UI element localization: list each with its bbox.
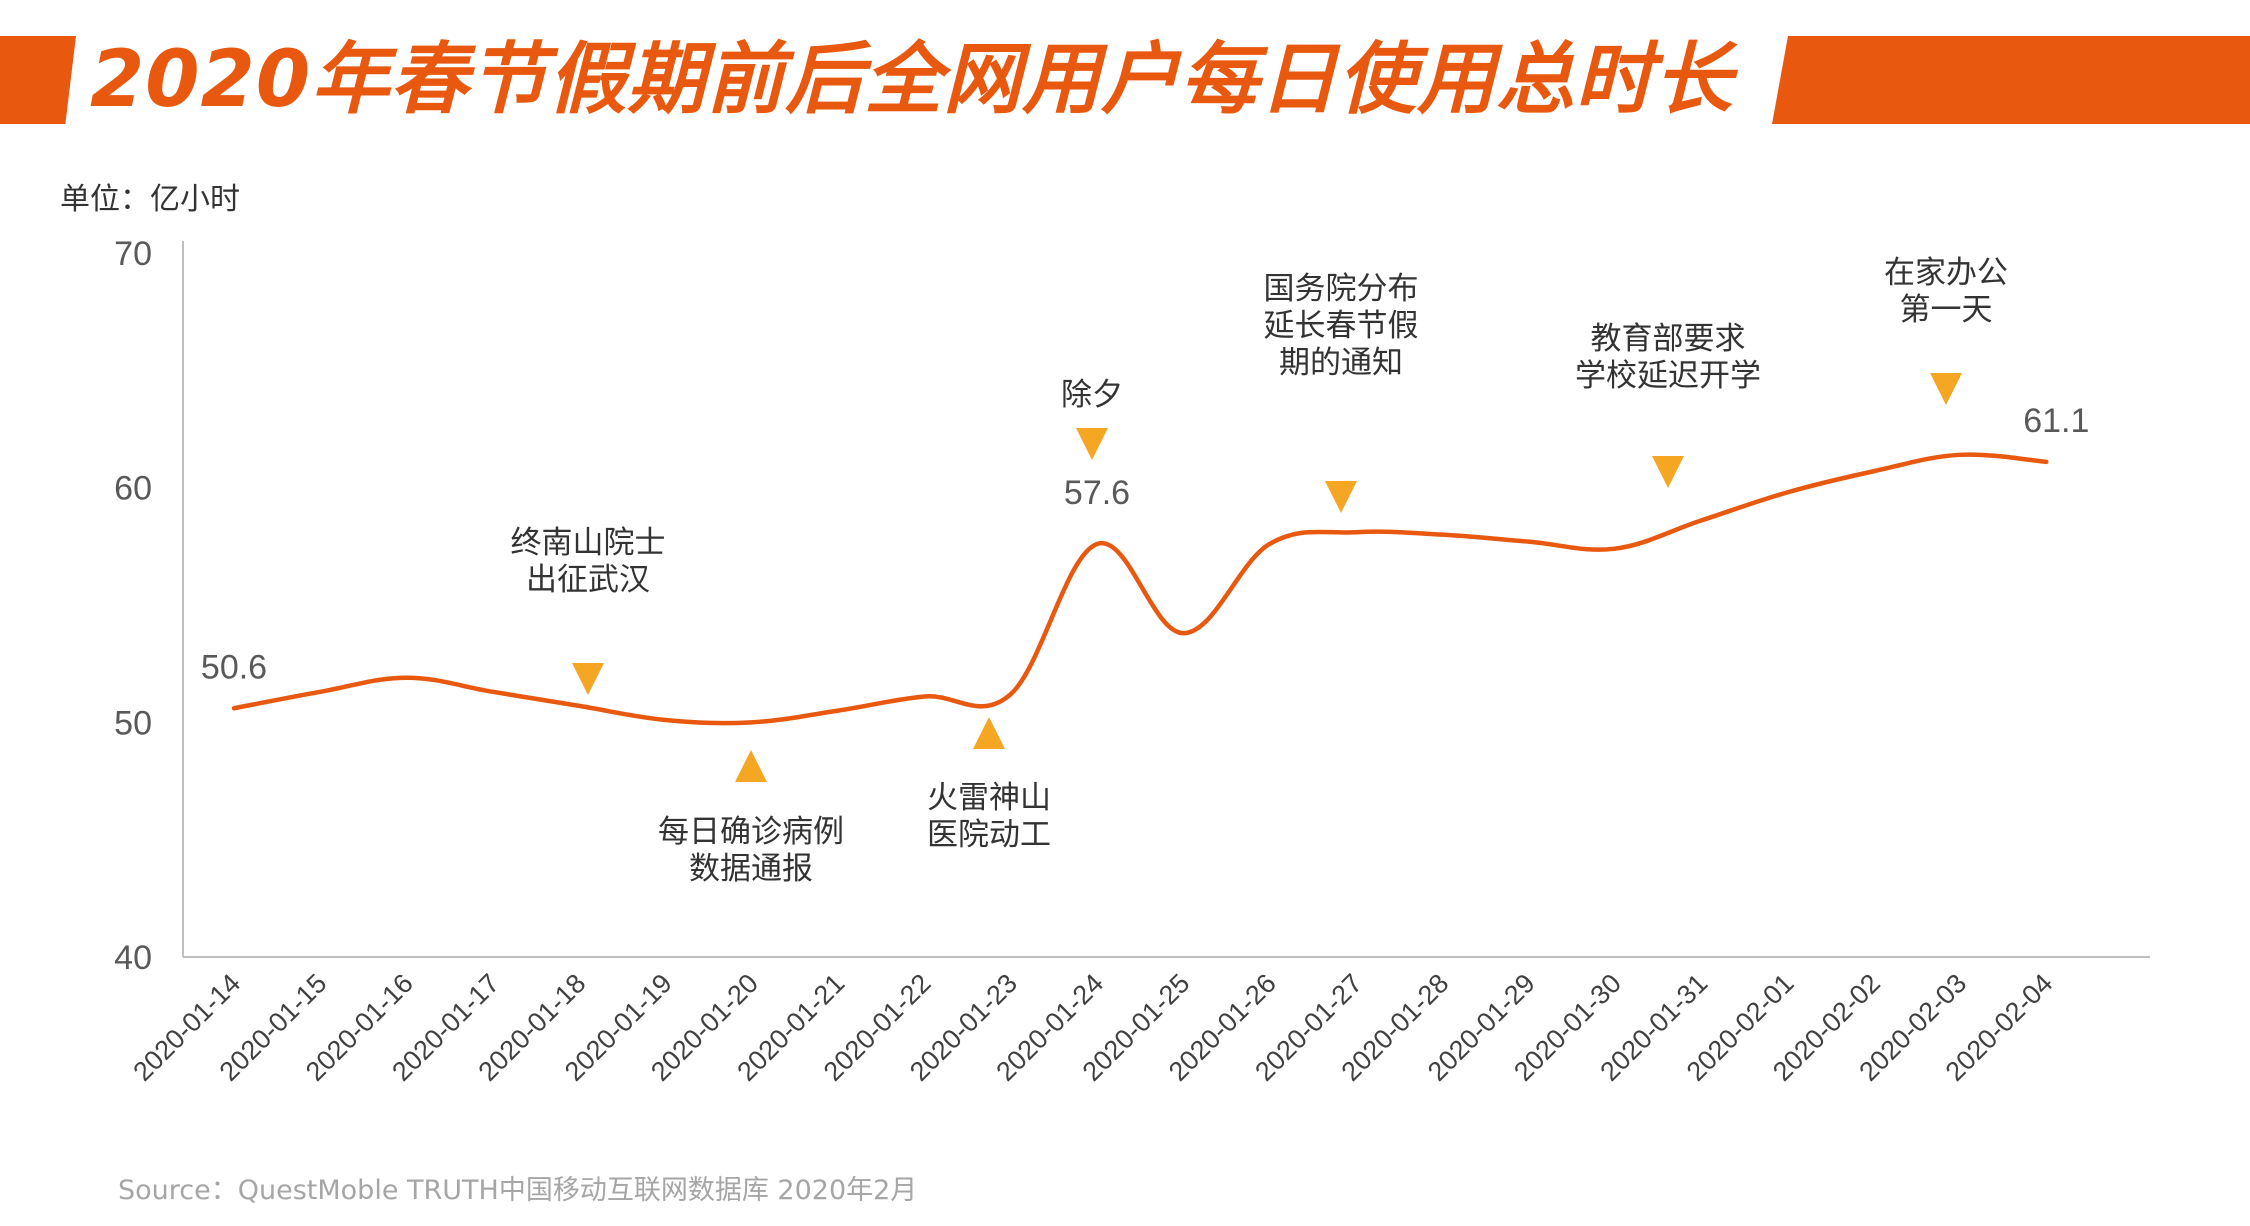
annotation-marker-down	[1325, 481, 1357, 513]
annotation-text: 每日确诊病例	[658, 814, 844, 850]
y-tick-label: 70	[114, 235, 152, 273]
annotation-marker-up	[735, 750, 767, 782]
annotation-marker-up	[973, 717, 1005, 749]
annotation-text: 出征武汉	[526, 562, 650, 598]
title-banner-left	[0, 36, 76, 124]
annotation-text: 火雷神山	[927, 780, 1051, 816]
annotation-text: 第一天	[1900, 292, 1993, 328]
y-tick-label: 40	[114, 939, 152, 977]
data-label: 50.6	[201, 648, 267, 686]
annotation-text: 医院动工	[927, 817, 1051, 853]
y-tick-label: 60	[114, 470, 152, 508]
annotation-text: 期的通知	[1279, 345, 1403, 381]
series-line	[231, 452, 2049, 726]
y-tick-label: 50	[114, 704, 152, 742]
annotation-marker-down	[1930, 373, 1962, 405]
source-note: Source：QuestMoble TRUTH中国移动互联网数据库 2020年2…	[118, 1175, 918, 1206]
unit-label: 单位：亿小时	[60, 182, 240, 217]
annotation-text: 除夕	[1061, 377, 1123, 413]
annotation-text: 教育部要求	[1591, 321, 1746, 357]
annotation-marker-down	[572, 663, 604, 695]
annotation-text: 学校延迟开学	[1575, 358, 1761, 394]
title-banner-right	[1772, 36, 2250, 124]
annotation-marker-down	[1076, 428, 1108, 460]
annotation-text: 国务院分布	[1264, 271, 1419, 307]
chart-title: 2020年春节假期前后全网用户每日使用总时长	[90, 35, 1734, 125]
annotation-text: 在家办公	[1884, 255, 2008, 291]
annotation-text: 延长春节假	[1264, 308, 1419, 344]
data-label: 57.6	[1064, 474, 1130, 512]
data-label: 61.1	[2023, 402, 2089, 440]
annotation-text: 数据通报	[689, 851, 813, 887]
annotation-text: 终南山院士	[511, 525, 666, 561]
annotation-marker-down	[1652, 456, 1684, 488]
